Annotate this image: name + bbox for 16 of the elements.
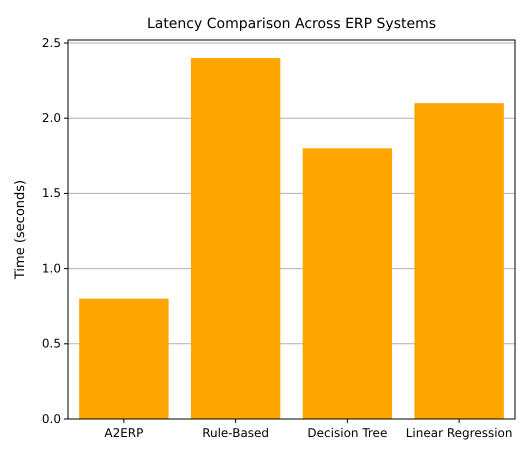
bar xyxy=(190,58,280,419)
y-tick-label: 0.5 xyxy=(42,336,61,351)
x-tick-label: Decision Tree xyxy=(307,426,388,440)
x-tick-label: A2ERP xyxy=(104,426,144,440)
chart-title: Latency Comparison Across ERP Systems xyxy=(146,16,436,32)
y-tick-label: 0.0 xyxy=(42,412,61,426)
bar xyxy=(79,298,169,419)
bar xyxy=(414,103,504,419)
y-tick-label: 2.5 xyxy=(42,36,61,50)
bar xyxy=(302,148,392,419)
y-tick-label: 2.0 xyxy=(42,111,61,126)
y-tick-label: 1.0 xyxy=(42,261,61,276)
x-tick-label: Rule-Based xyxy=(202,426,270,440)
x-tick-label: Linear Regression xyxy=(406,426,512,440)
y-tick-label: 1.5 xyxy=(42,186,61,200)
y-axis-title: Time (seconds) xyxy=(13,180,28,280)
